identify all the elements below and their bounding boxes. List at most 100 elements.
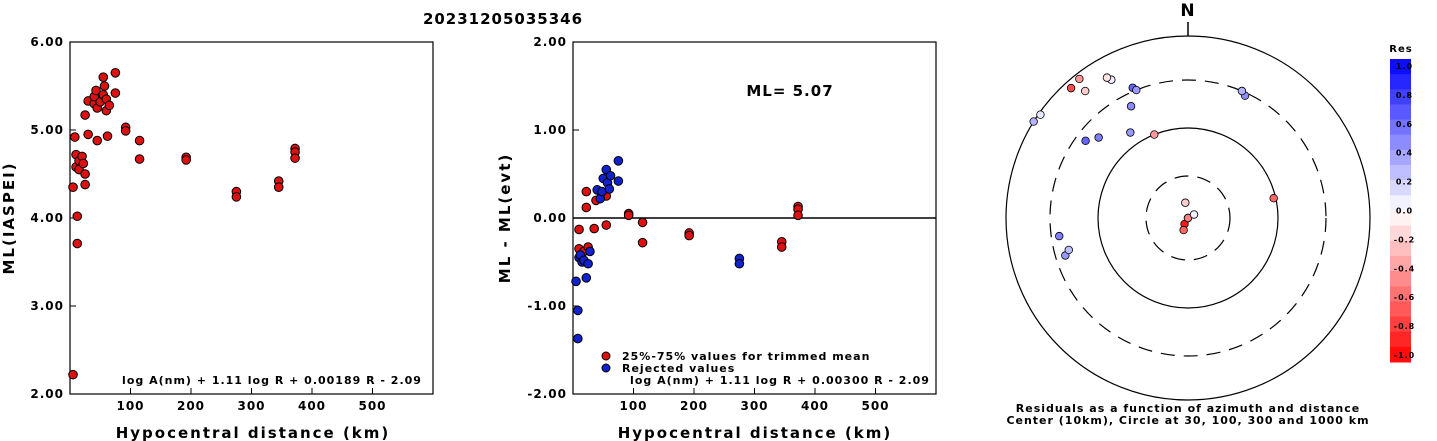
colorbar-tick-label: 1.0 xyxy=(1396,62,1413,71)
x-tick-label: 500 xyxy=(358,399,386,413)
data-point xyxy=(92,135,103,146)
colorbar-block xyxy=(1390,255,1411,272)
data-point xyxy=(78,158,89,169)
station-marker xyxy=(1036,110,1045,119)
colorbar-tick-label: 0.4 xyxy=(1396,149,1413,158)
data-point xyxy=(613,176,624,186)
station-marker xyxy=(1102,73,1112,82)
data-point xyxy=(80,169,90,179)
colorbar-block xyxy=(1390,74,1411,90)
data-point xyxy=(684,230,694,241)
y-axis-label: ML(IASPEI) xyxy=(0,161,18,274)
x-tick-label: 100 xyxy=(619,399,647,413)
colorbar-tick-label: -0.6 xyxy=(1394,293,1416,302)
colorbar-block xyxy=(1390,225,1411,242)
colorbar-block xyxy=(1390,301,1411,318)
data-point xyxy=(574,224,584,235)
station-marker xyxy=(1189,210,1199,219)
data-point xyxy=(637,237,648,248)
colorbar-title: Res xyxy=(1389,44,1412,55)
colorbar-tick-label: 0.8 xyxy=(1396,91,1413,100)
circle-30km xyxy=(1145,175,1231,261)
colorbar: Res 1.0 0.8 0.6 0.4 0.2 0.0 -0.2 -0.4 -0.6 -0.8 -1… xyxy=(1389,44,1416,363)
colorbar-block xyxy=(1390,149,1411,166)
data-point xyxy=(181,155,191,165)
colorbar-block xyxy=(1390,286,1411,302)
circle-100km xyxy=(1097,127,1279,309)
colorbar-block xyxy=(1390,134,1411,151)
data-point xyxy=(80,110,90,120)
data-point xyxy=(68,182,78,192)
station-marker xyxy=(1029,117,1038,126)
caption-line-2: Center (10km), Circle at 30, 100, 300 an… xyxy=(1006,414,1369,427)
data-point xyxy=(231,192,242,202)
x-tick-label: 400 xyxy=(801,399,829,413)
data-point xyxy=(134,135,145,146)
data-point xyxy=(72,211,83,222)
station-marker xyxy=(1064,245,1073,255)
colorbar-tick-label: -0.4 xyxy=(1394,264,1416,273)
y-tick-label: 0.00 xyxy=(533,211,567,225)
colorbar-block xyxy=(1390,210,1411,227)
station-marker xyxy=(1132,85,1141,95)
x-axis-label: Hypocentral distance (km) xyxy=(116,424,391,441)
data-point xyxy=(734,258,745,269)
colorbar-block xyxy=(1390,195,1411,211)
station-marker xyxy=(1237,86,1247,96)
y-tick-label: -1.00 xyxy=(527,299,567,313)
circle-300km xyxy=(1049,79,1327,357)
data-point xyxy=(70,132,80,142)
station-marker xyxy=(1150,130,1159,139)
data-point xyxy=(110,68,121,78)
data-point xyxy=(613,156,624,166)
legend-marker-trimmed xyxy=(601,351,611,361)
y-tick-label: -2.00 xyxy=(527,387,567,401)
figure-title: 20231205035346 xyxy=(423,10,583,28)
colorbar-block xyxy=(1390,271,1411,287)
colorbar-block xyxy=(1390,104,1411,121)
data-points xyxy=(68,68,300,380)
data-point xyxy=(273,182,284,192)
station-marker xyxy=(1055,231,1064,241)
colorbar-block xyxy=(1390,240,1411,257)
colorbar-blocks xyxy=(1390,59,1411,363)
y-axis-label: ML - ML(evt) xyxy=(496,153,514,283)
data-point xyxy=(120,126,131,136)
data-point xyxy=(110,88,121,98)
colorbar-block xyxy=(1390,316,1411,333)
caption-line-1: Residuals as a function of azimuth and d… xyxy=(1016,402,1360,415)
formula-label: log A(nm) + 1.11 log R + 0.00189 R - 2.0… xyxy=(122,374,422,387)
data-point xyxy=(573,333,583,344)
data-point xyxy=(104,100,115,111)
data-point xyxy=(91,85,101,96)
colorbar-block xyxy=(1390,165,1411,181)
colorbar-tick-label: 0.6 xyxy=(1396,120,1413,129)
colorbar-tick-label: -0.8 xyxy=(1394,322,1416,331)
panel-ml-iaspei: 2.00 3.00 4.00 5.00 6.00 100 200 300 400 500 log … xyxy=(0,35,434,441)
y-tick-label: 4.00 xyxy=(30,211,64,225)
data-point xyxy=(80,179,90,190)
y-tick-label: 2.00 xyxy=(30,387,64,401)
station-marker xyxy=(1066,83,1076,93)
station-marker xyxy=(1081,86,1090,96)
station-marker xyxy=(1075,74,1084,84)
y-tick-label: 3.00 xyxy=(30,299,64,313)
data-point xyxy=(637,217,648,228)
colorbar-block xyxy=(1390,89,1411,105)
data-point xyxy=(581,202,592,213)
y-tick-label: 6.00 xyxy=(30,35,64,49)
station-marker xyxy=(1269,194,1278,203)
data-point xyxy=(583,258,593,269)
colorbar-labels: 1.0 0.8 0.6 0.4 0.2 0.0 -0.2 -0.4 -0.6 -0.8 -1.0 xyxy=(1394,62,1416,360)
colorbar-block xyxy=(1390,331,1411,348)
station-marker xyxy=(1126,102,1136,111)
data-point xyxy=(99,81,110,91)
data-point xyxy=(585,246,595,257)
station-marker xyxy=(1181,198,1190,207)
x-tick-label: 200 xyxy=(680,399,708,413)
x-axis-label: Hypocentral distance (km) xyxy=(618,424,893,441)
station-marker xyxy=(1094,133,1103,142)
colorbar-tick-label: -0.2 xyxy=(1394,235,1416,244)
formula-label: log A(nm) + 1.11 log R + 0.00300 R - 2.0… xyxy=(630,374,930,387)
